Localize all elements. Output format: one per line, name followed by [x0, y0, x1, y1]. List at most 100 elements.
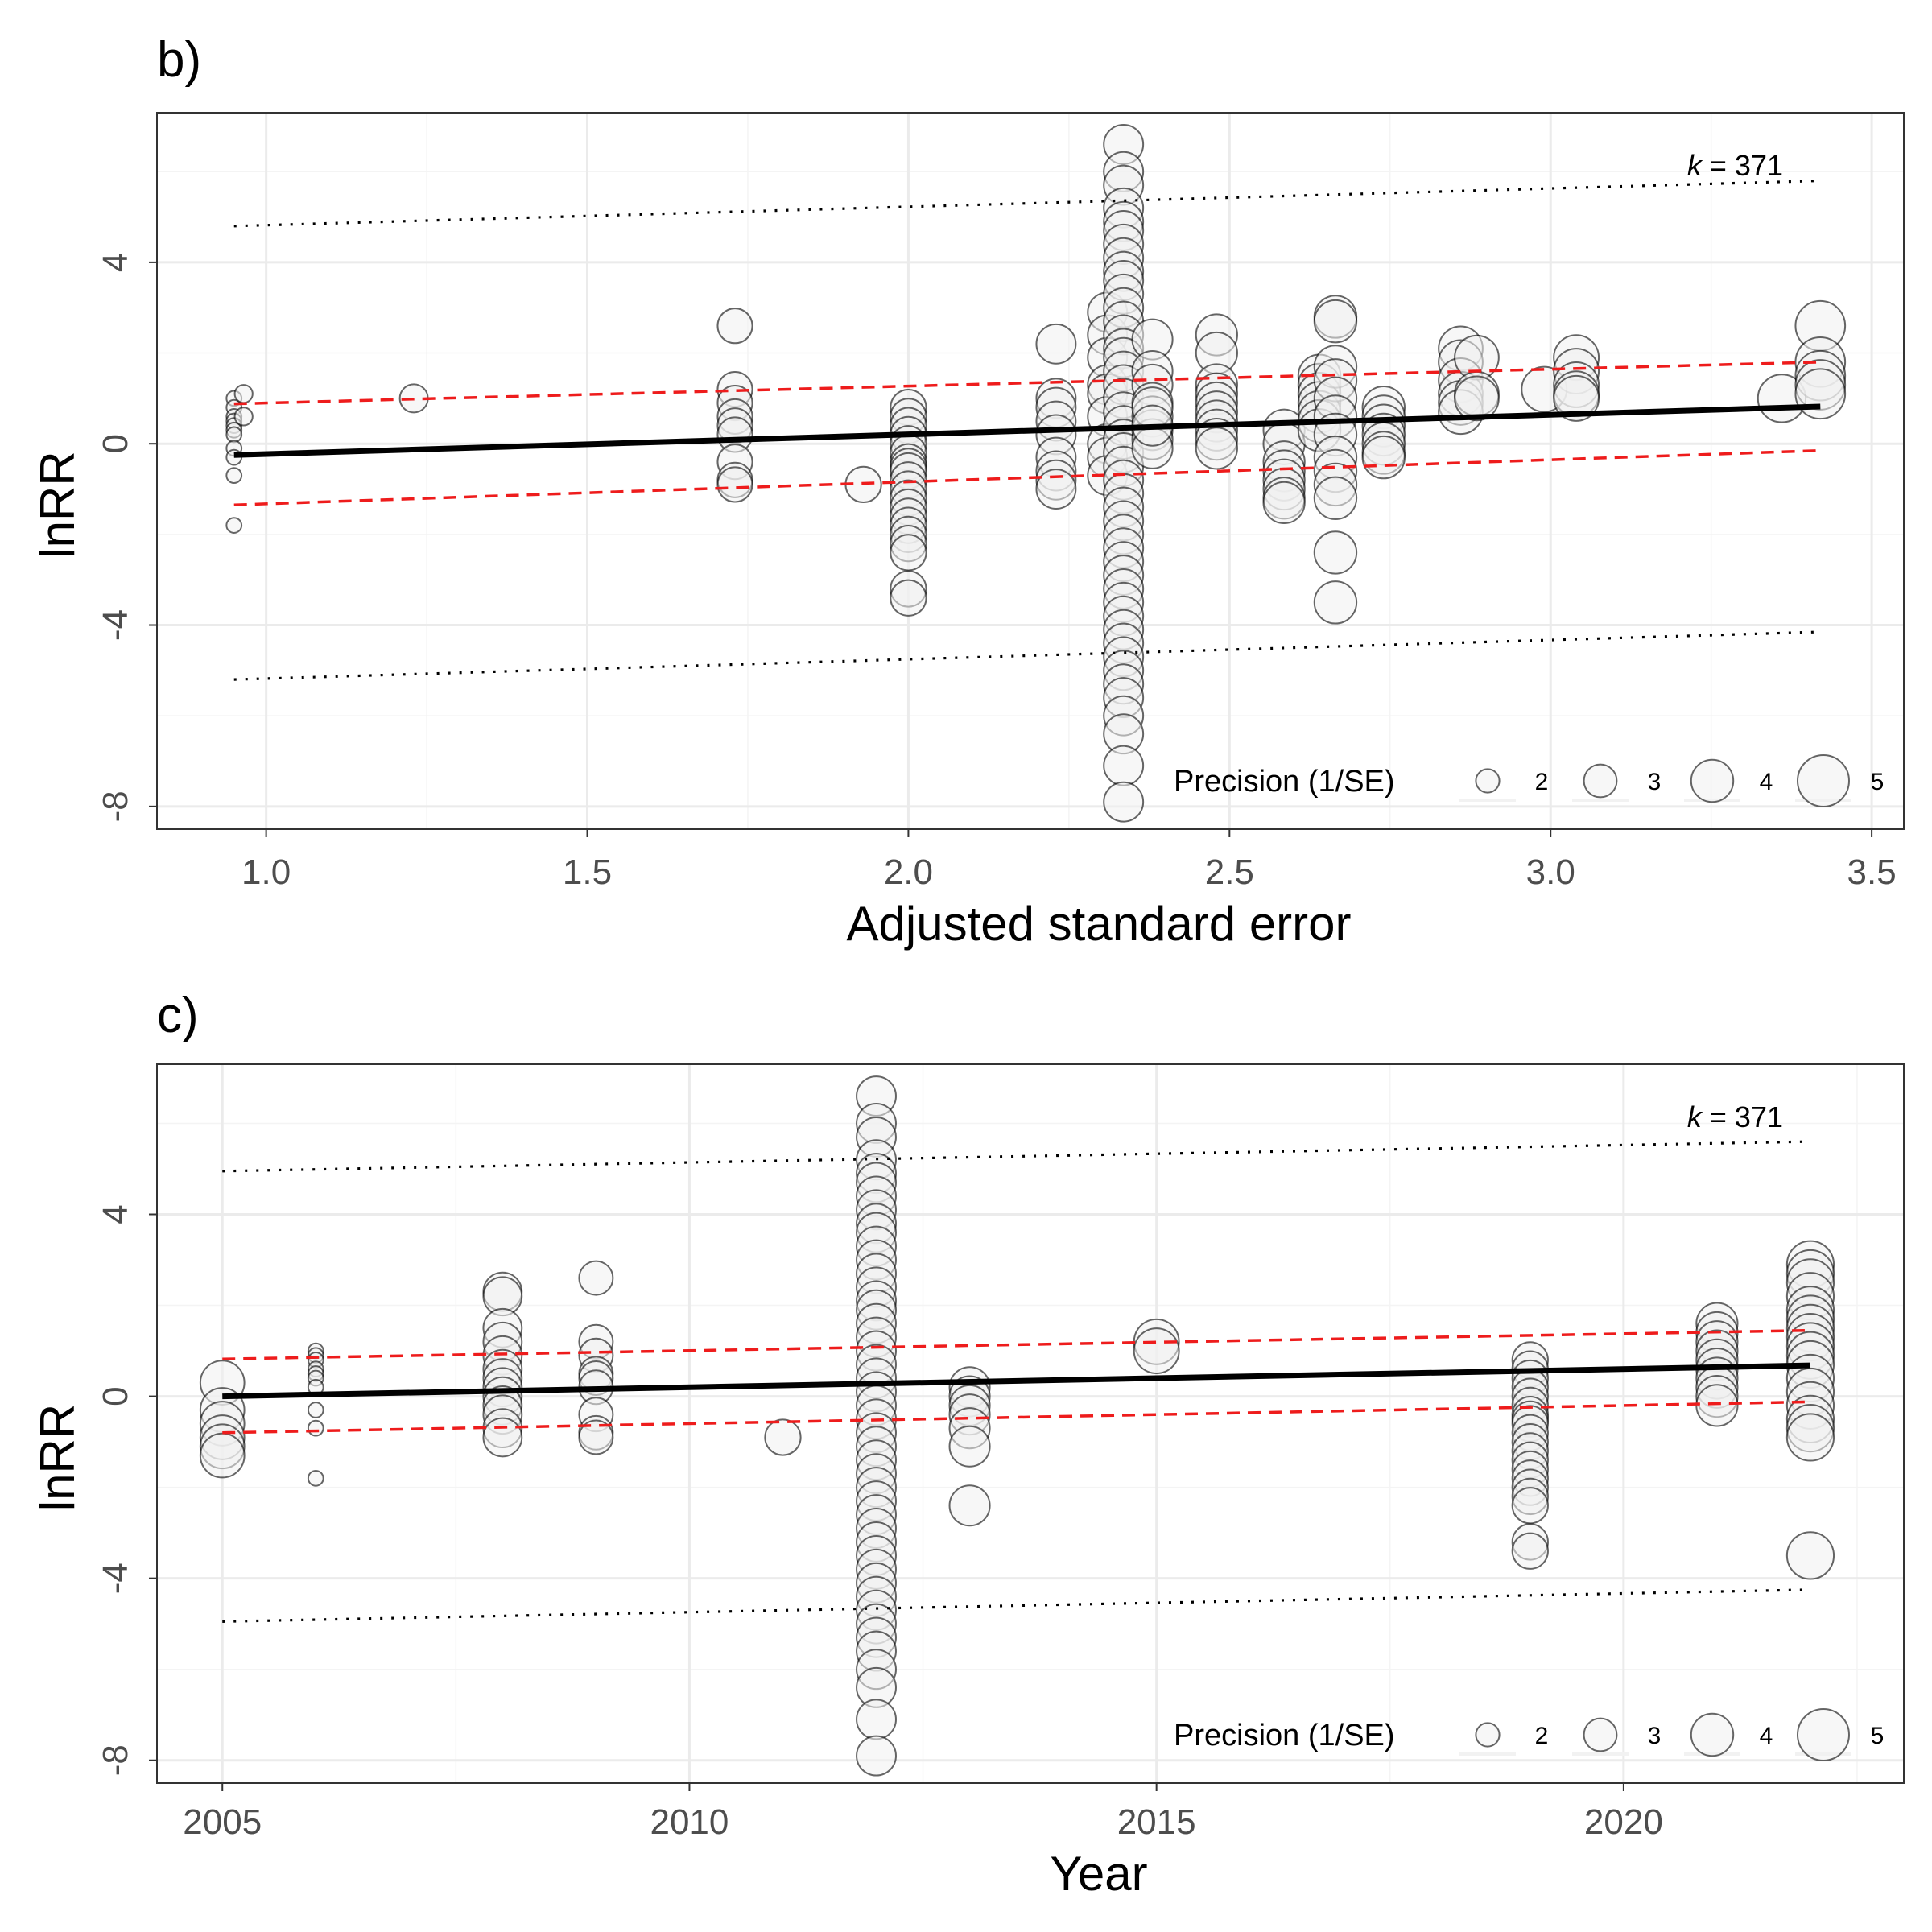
- data-point: [307, 1419, 324, 1437]
- data-point: [856, 1735, 897, 1777]
- data-point: [225, 467, 243, 485]
- x-tick-label: 2.5: [1205, 852, 1254, 892]
- data-point: [1695, 1384, 1739, 1427]
- data-point: [716, 308, 753, 345]
- legend-key-circle: [1583, 763, 1618, 799]
- k-value: = 371: [1702, 1100, 1783, 1133]
- prediction-interval-upper: [233, 179, 1821, 228]
- data-point: [233, 384, 254, 404]
- y-axis: 4 0 -4 -8 lnRR: [31, 1204, 157, 1776]
- data-point: [764, 1418, 802, 1456]
- data-point: [1035, 469, 1077, 510]
- confidence-interval-upper: [233, 361, 1821, 406]
- data-point: [1794, 368, 1847, 420]
- panel-b: b) k = 371 Precision (1/SE) 2 3 4 5 1.0 1.5 2.0 2.…: [31, 32, 1905, 951]
- data-point: [578, 1260, 614, 1296]
- x-axis-title: Year: [1050, 1847, 1147, 1901]
- plot-frame: [156, 112, 1905, 830]
- legend-key-label: 4: [1760, 1723, 1773, 1749]
- data-point: [1035, 323, 1077, 365]
- data-point: [307, 1469, 324, 1487]
- data-point: [225, 517, 243, 534]
- data-points: [199, 1075, 1835, 1777]
- data-point: [1313, 530, 1358, 575]
- y-tick-label: -4: [96, 609, 135, 641]
- data-point: [1195, 427, 1238, 470]
- legend-key-label: 2: [1535, 1723, 1549, 1749]
- data-point: [233, 407, 254, 427]
- legend-key-label: 3: [1648, 1723, 1662, 1749]
- data-point: [482, 1417, 523, 1458]
- k-symbol: k: [1687, 1100, 1703, 1133]
- legend-key-label: 5: [1871, 1723, 1885, 1749]
- x-tick-label: 2015: [1117, 1802, 1196, 1842]
- prediction-interval-upper: [222, 1140, 1810, 1173]
- data-point: [1133, 1327, 1180, 1375]
- panel-label: c): [157, 988, 199, 1043]
- y-axis: 4 0 -4 -8 lnRR: [31, 253, 157, 822]
- legend-key-label: 3: [1648, 769, 1662, 795]
- data-point: [578, 1419, 614, 1455]
- x-tick-label: 2010: [650, 1802, 729, 1842]
- grid: [157, 1064, 1904, 1783]
- data-point: [856, 1699, 897, 1740]
- regression-line: [222, 1362, 1811, 1400]
- legend-title: Precision (1/SE): [1174, 1719, 1395, 1752]
- legend-key-circle: [1475, 1722, 1501, 1748]
- x-tick-label: 1.5: [563, 852, 612, 892]
- legend-key-bg: [1459, 1752, 1516, 1756]
- y-tick-label: 4: [96, 1204, 135, 1224]
- k-value: = 371: [1702, 149, 1783, 182]
- legend: Precision (1/SE) 2 3 4 5: [1174, 754, 1885, 807]
- data-point: [1103, 781, 1145, 823]
- prediction-interval-lower: [233, 630, 1821, 681]
- y-tick-label: 4: [96, 253, 135, 272]
- grid: [157, 113, 1904, 829]
- data-point: [1511, 1532, 1549, 1570]
- k-symbol: k: [1687, 149, 1703, 182]
- y-tick-label: -8: [96, 1744, 135, 1776]
- data-points: [225, 123, 1847, 823]
- legend-key-bg: [1459, 799, 1516, 802]
- plot-frame: [156, 1063, 1905, 1784]
- y-tick-label: 0: [96, 434, 135, 453]
- data-point: [890, 579, 927, 617]
- confidence-interval-upper: [222, 1328, 1810, 1360]
- data-point: [1785, 1531, 1835, 1580]
- confidence-interval-lower: [222, 1400, 1810, 1435]
- k-annotation: k = 371: [1687, 1100, 1783, 1133]
- k-annotation: k = 371: [1687, 149, 1783, 182]
- y-tick-label: -8: [96, 791, 135, 822]
- data-point: [1313, 476, 1358, 520]
- y-axis-title: lnRR: [31, 1404, 85, 1511]
- legend-key-circle: [1475, 768, 1501, 794]
- panel-label: b): [157, 32, 201, 88]
- legend-key-circle: [1797, 754, 1850, 807]
- x-tick-label: 2020: [1584, 1802, 1663, 1842]
- data-point: [1103, 745, 1145, 786]
- x-axis-title: Adjusted standard error: [846, 897, 1351, 951]
- x-tick-label: 1.0: [242, 852, 291, 892]
- legend-key-label: 5: [1871, 769, 1885, 795]
- y-axis-title: lnRR: [31, 451, 85, 558]
- data-point: [307, 1402, 324, 1418]
- data-point: [716, 466, 753, 503]
- data-point: [890, 534, 927, 572]
- x-tick-label: 3.0: [1526, 852, 1575, 892]
- y-tick-label: -4: [96, 1563, 135, 1594]
- data-point: [1511, 1487, 1549, 1525]
- legend-key-circle: [1797, 1708, 1850, 1761]
- x-tick-label: 2005: [183, 1802, 262, 1842]
- legend-key-label: 4: [1760, 769, 1773, 795]
- data-point: [199, 1432, 246, 1479]
- data-point: [1454, 375, 1500, 422]
- legend-key-circle: [1690, 1712, 1735, 1757]
- prediction-interval-lower: [222, 1588, 1810, 1623]
- data-point: [1785, 1413, 1835, 1462]
- data-point: [1361, 435, 1406, 480]
- legend-key-circle: [1583, 1717, 1618, 1752]
- data-point: [1262, 481, 1306, 525]
- y-tick-label: 0: [96, 1386, 135, 1406]
- data-point: [1313, 580, 1358, 625]
- data-point: [1313, 299, 1358, 344]
